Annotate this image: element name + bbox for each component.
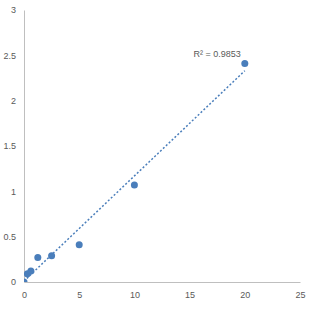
x-axis: 0 5 10 15 20 25 [22, 282, 306, 300]
y-tick-label: 0 [11, 277, 16, 287]
x-tick-label: 25 [295, 290, 305, 300]
x-axis-line [25, 282, 301, 283]
y-tick: 2 [11, 96, 24, 106]
x-tick: 5 [77, 282, 82, 300]
plot-area [24, 60, 248, 282]
y-tick: 0.5 [3, 232, 24, 242]
point [34, 254, 41, 261]
y-tick-label: 2 [11, 96, 16, 106]
point [241, 60, 248, 67]
x-tick-label: 20 [240, 290, 250, 300]
y-tick: 2.5 [3, 51, 24, 61]
y-tick: 1.5 [3, 141, 24, 151]
x-tick: 20 [240, 282, 250, 300]
x-tick-label: 15 [185, 290, 195, 300]
y-tick-label: 1 [11, 187, 16, 197]
y-tick-label: 1.5 [3, 141, 16, 151]
point [131, 181, 138, 188]
x-tick: 25 [295, 282, 305, 300]
point [48, 252, 55, 259]
x-tick-label: 0 [22, 290, 27, 300]
y-tick-label: 2.5 [3, 51, 16, 61]
x-tick: 10 [130, 282, 140, 300]
x-tick-label: 10 [130, 290, 140, 300]
point [24, 279, 28, 283]
y-tick-label: 3 [11, 5, 16, 15]
x-tick-label: 5 [77, 290, 82, 300]
trendline [24, 71, 245, 281]
y-tick-label: 0.5 [3, 232, 16, 242]
chart: 0 5 10 15 20 25 0 0.5 1 1.5 2 2.5 3 R² = 0.9853 [0, 0, 312, 312]
y-tick: 0 [11, 277, 24, 287]
y-axis: 0 0.5 1 1.5 2 2.5 3 [3, 5, 24, 287]
y-tick: 1 [11, 187, 24, 197]
y-tick: 3 [11, 5, 24, 15]
x-tick: 0 [22, 282, 27, 300]
x-tick: 15 [185, 282, 195, 300]
point [76, 241, 83, 248]
y-axis-line [24, 11, 25, 283]
annotation: R² = 0.9853 [194, 49, 241, 59]
point [27, 268, 34, 275]
